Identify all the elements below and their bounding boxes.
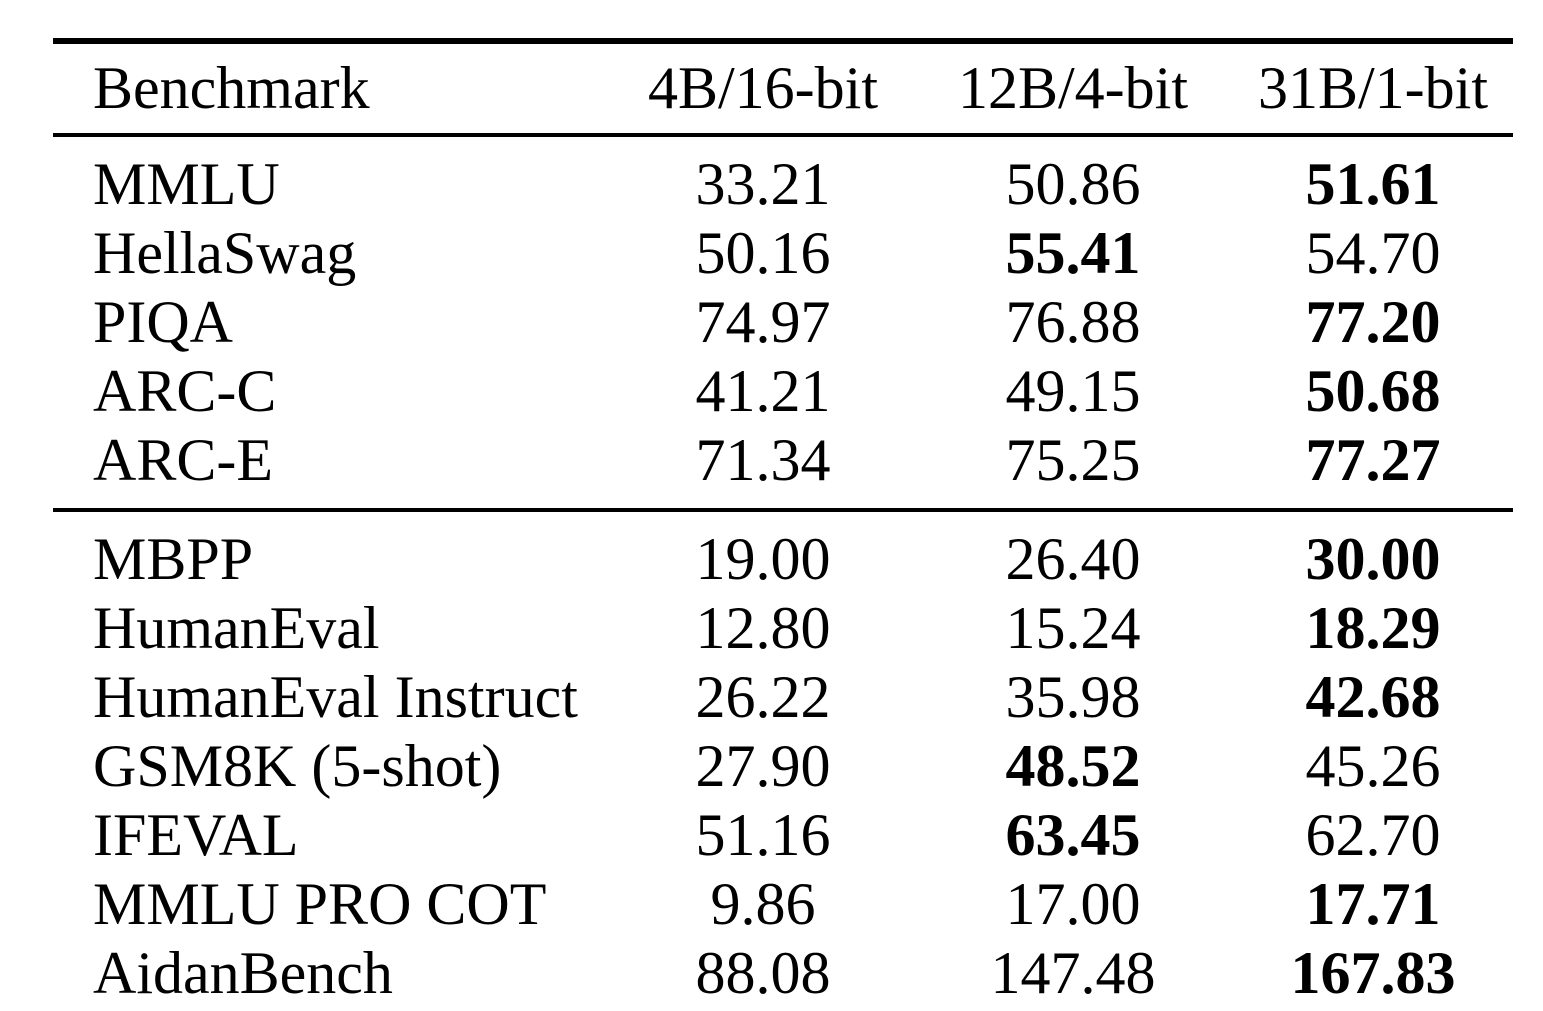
benchmark-name: IFEVAL <box>93 802 299 868</box>
score-value: 35.98 <box>1005 664 1141 730</box>
table-row: ARC-E 71.34 75.25 77.27 <box>53 426 1513 510</box>
score-value-best: 55.41 <box>1005 220 1141 286</box>
score-value-best: 77.27 <box>1305 427 1441 493</box>
score-value: 75.25 <box>1005 427 1141 493</box>
score-value: 9.86 <box>710 871 816 937</box>
table-row: MMLU PRO COT 9.86 17.00 17.71 <box>53 870 1513 939</box>
table-header: Benchmark 4B/16-bit 12B/4-bit 31B/1-bit <box>53 41 1513 137</box>
benchmark-name: HumanEval <box>93 595 380 661</box>
score-value-best: 50.68 <box>1305 358 1441 424</box>
score-value: 45.26 <box>1305 733 1441 799</box>
score-value: 41.21 <box>695 358 831 424</box>
score-value-best: 48.52 <box>1005 733 1141 799</box>
table-row: MMLU 33.21 50.86 51.61 <box>53 135 1513 219</box>
score-value: 12.80 <box>695 595 831 661</box>
score-value-best: 42.68 <box>1305 664 1441 730</box>
score-value: 62.70 <box>1305 802 1441 868</box>
benchmark-name: PIQA <box>93 289 234 355</box>
table-section-1: MMLU 33.21 50.86 51.61 HellaSwag 50.16 55.41 54… <box>53 135 1513 510</box>
benchmark-name: GSM8K (5-shot) <box>93 733 502 799</box>
score-value-best: 17.71 <box>1305 871 1441 937</box>
benchmark-name: HellaSwag <box>93 220 357 286</box>
score-value-best: 63.45 <box>1005 802 1141 868</box>
score-value: 76.88 <box>1005 289 1141 355</box>
table-row: ARC-C 41.21 49.15 50.68 <box>53 357 1513 426</box>
score-value: 71.34 <box>695 427 831 493</box>
table-row: IFEVAL 51.16 63.45 62.70 <box>53 801 1513 870</box>
table-row: MBPP 19.00 26.40 30.00 <box>53 510 1513 594</box>
score-value-best: 167.83 <box>1290 940 1456 1006</box>
column-header-31b-1bit: 31B/1-bit <box>1233 41 1513 137</box>
score-value-best: 51.61 <box>1305 151 1441 217</box>
benchmark-name: MMLU <box>93 151 280 217</box>
score-value-best: 18.29 <box>1305 595 1441 661</box>
column-header-4b-16bit: 4B/16-bit <box>613 41 913 137</box>
table-row: HumanEval Instruct 26.22 35.98 42.68 <box>53 663 1513 732</box>
benchmark-table: Benchmark 4B/16-bit 12B/4-bit 31B/1-bit … <box>53 38 1513 1011</box>
table-row: GSM8K (5-shot) 27.90 48.52 45.26 <box>53 732 1513 801</box>
table-row: PIQA 74.97 76.88 77.20 <box>53 288 1513 357</box>
column-header-benchmark: Benchmark <box>53 41 613 137</box>
score-value: 26.40 <box>1005 526 1141 592</box>
benchmark-name: MBPP <box>93 526 254 592</box>
score-value: 27.90 <box>695 733 831 799</box>
score-value: 88.08 <box>695 940 831 1006</box>
header-row: Benchmark 4B/16-bit 12B/4-bit 31B/1-bit <box>53 41 1513 137</box>
score-value: 15.24 <box>1005 595 1141 661</box>
table-row: AidanBench 88.08 147.48 167.83 <box>53 939 1513 1011</box>
benchmark-name: MMLU PRO COT <box>93 871 547 937</box>
score-value: 19.00 <box>695 526 831 592</box>
benchmark-name: ARC-E <box>93 427 273 493</box>
score-value: 54.70 <box>1305 220 1441 286</box>
score-value: 33.21 <box>695 151 831 217</box>
score-value-best: 30.00 <box>1305 526 1441 592</box>
benchmark-name: HumanEval Instruct <box>93 664 578 730</box>
score-value: 74.97 <box>695 289 831 355</box>
score-value: 49.15 <box>1005 358 1141 424</box>
score-value: 147.48 <box>990 940 1156 1006</box>
table-section-2: MBPP 19.00 26.40 30.00 HumanEval 12.80 15.24 18… <box>53 510 1513 1011</box>
benchmark-name: ARC-C <box>93 358 277 424</box>
score-value: 50.16 <box>695 220 831 286</box>
column-header-12b-4bit: 12B/4-bit <box>913 41 1233 137</box>
score-value-best: 77.20 <box>1305 289 1441 355</box>
benchmark-name: AidanBench <box>93 940 393 1006</box>
score-value: 51.16 <box>695 802 831 868</box>
table-row: HumanEval 12.80 15.24 18.29 <box>53 594 1513 663</box>
score-value: 50.86 <box>1005 151 1141 217</box>
score-value: 26.22 <box>695 664 831 730</box>
score-value: 17.00 <box>1005 871 1141 937</box>
table-row: HellaSwag 50.16 55.41 54.70 <box>53 219 1513 288</box>
